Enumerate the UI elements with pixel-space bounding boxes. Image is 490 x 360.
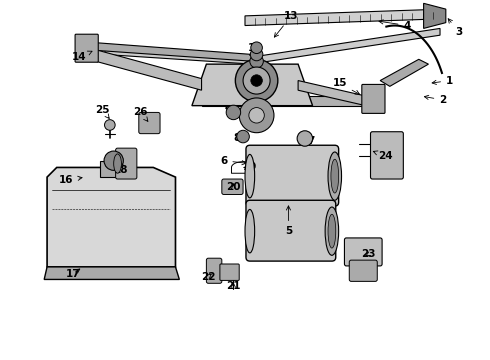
Circle shape — [235, 59, 278, 102]
Text: 25: 25 — [95, 104, 109, 118]
Text: 18: 18 — [114, 162, 129, 175]
Circle shape — [239, 98, 274, 133]
Circle shape — [237, 130, 249, 143]
FancyBboxPatch shape — [246, 200, 336, 261]
FancyBboxPatch shape — [246, 145, 339, 206]
Polygon shape — [424, 3, 446, 28]
Polygon shape — [44, 267, 179, 279]
Text: 19: 19 — [243, 162, 257, 172]
Polygon shape — [105, 48, 253, 64]
Polygon shape — [298, 81, 366, 105]
Text: 9: 9 — [224, 104, 231, 114]
Circle shape — [249, 108, 264, 123]
Text: 2: 2 — [424, 95, 446, 105]
Text: 12: 12 — [247, 54, 262, 64]
Ellipse shape — [114, 154, 122, 173]
Ellipse shape — [328, 152, 342, 200]
Text: 14: 14 — [72, 51, 92, 62]
Text: 15: 15 — [332, 78, 360, 94]
Text: 1: 1 — [432, 76, 453, 86]
Text: 3: 3 — [448, 19, 463, 37]
FancyBboxPatch shape — [222, 179, 243, 194]
Polygon shape — [201, 96, 366, 105]
Text: 13: 13 — [274, 11, 298, 37]
Polygon shape — [192, 64, 313, 105]
FancyBboxPatch shape — [370, 132, 403, 179]
Text: 11: 11 — [247, 43, 262, 53]
Text: 20: 20 — [226, 182, 241, 192]
FancyBboxPatch shape — [220, 264, 239, 280]
FancyBboxPatch shape — [362, 84, 385, 113]
Text: 7: 7 — [305, 132, 315, 147]
Ellipse shape — [328, 214, 336, 248]
FancyBboxPatch shape — [206, 258, 222, 283]
Text: 16: 16 — [59, 175, 82, 185]
Text: 22: 22 — [201, 271, 216, 282]
Circle shape — [251, 75, 262, 86]
Ellipse shape — [331, 159, 339, 193]
Polygon shape — [250, 28, 440, 64]
Polygon shape — [47, 167, 175, 267]
FancyBboxPatch shape — [116, 148, 137, 179]
Polygon shape — [100, 161, 127, 177]
Circle shape — [226, 105, 241, 120]
Ellipse shape — [245, 154, 255, 198]
Ellipse shape — [245, 210, 255, 253]
Circle shape — [104, 120, 115, 130]
FancyBboxPatch shape — [344, 238, 382, 266]
Text: 6: 6 — [220, 156, 246, 166]
Ellipse shape — [87, 43, 95, 49]
Polygon shape — [89, 48, 201, 90]
Text: 26: 26 — [133, 107, 148, 121]
Polygon shape — [380, 59, 428, 86]
Text: 21: 21 — [226, 281, 241, 291]
Circle shape — [297, 131, 313, 146]
FancyBboxPatch shape — [139, 112, 160, 134]
Circle shape — [250, 54, 263, 68]
Polygon shape — [245, 9, 443, 26]
Text: 8: 8 — [234, 134, 241, 144]
Text: 10: 10 — [240, 74, 254, 92]
Text: 4: 4 — [379, 20, 411, 31]
Polygon shape — [86, 42, 253, 61]
Text: 5: 5 — [285, 206, 292, 236]
Circle shape — [250, 48, 263, 61]
FancyBboxPatch shape — [75, 34, 98, 62]
Circle shape — [251, 42, 262, 54]
Circle shape — [243, 67, 270, 94]
Text: 24: 24 — [373, 151, 392, 161]
Text: 23: 23 — [361, 249, 376, 259]
Circle shape — [104, 151, 123, 170]
Text: 17: 17 — [66, 269, 80, 279]
FancyBboxPatch shape — [349, 260, 377, 282]
Ellipse shape — [325, 207, 339, 255]
